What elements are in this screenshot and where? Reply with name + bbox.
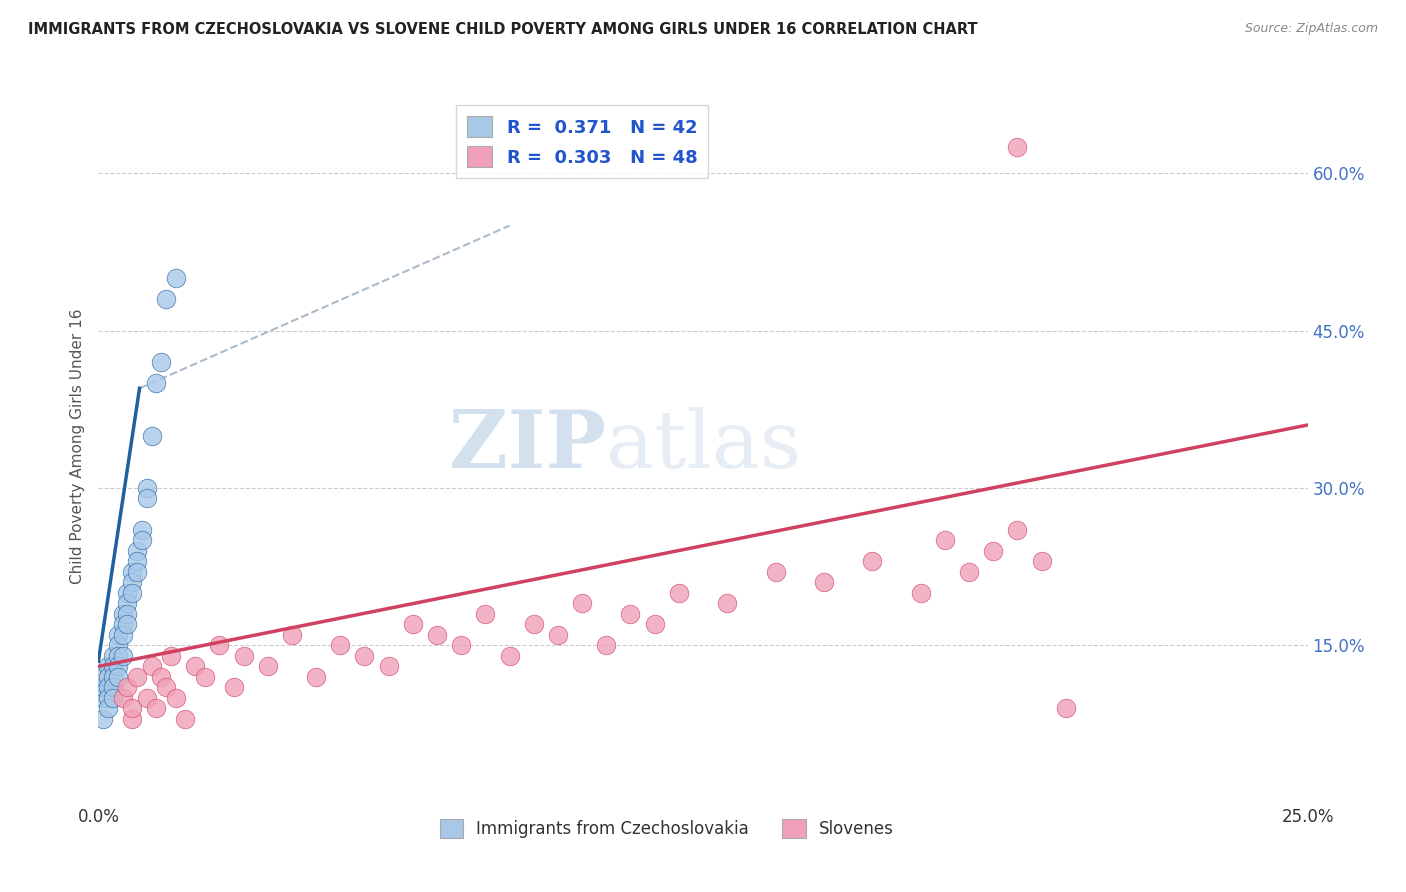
- Point: [101, 670, 124, 684]
- Point: [111, 648, 134, 663]
- Point: [135, 491, 157, 506]
- Point: [101, 659, 124, 673]
- Point: [1031, 554, 1053, 568]
- Point: [402, 617, 425, 632]
- Point: [97, 701, 120, 715]
- Point: [523, 617, 546, 632]
- Point: [127, 554, 149, 568]
- Point: [107, 628, 129, 642]
- Point: [121, 712, 143, 726]
- Point: [145, 701, 167, 715]
- Point: [155, 292, 177, 306]
- Point: [450, 639, 472, 653]
- Text: ZIP: ZIP: [450, 407, 606, 485]
- Point: [111, 617, 134, 632]
- Point: [107, 670, 129, 684]
- Point: [127, 670, 149, 684]
- Point: [121, 701, 143, 715]
- Point: [131, 533, 153, 548]
- Point: [222, 681, 245, 695]
- Point: [97, 670, 120, 684]
- Point: [111, 628, 134, 642]
- Point: [97, 690, 120, 705]
- Point: [121, 565, 143, 579]
- Point: [150, 355, 173, 369]
- Point: [595, 639, 617, 653]
- Point: [305, 670, 328, 684]
- Point: [145, 376, 167, 390]
- Point: [107, 639, 129, 653]
- Point: [165, 690, 187, 705]
- Point: [131, 523, 153, 537]
- Point: [353, 648, 375, 663]
- Point: [474, 607, 496, 621]
- Point: [957, 565, 980, 579]
- Point: [1007, 140, 1029, 154]
- Point: [107, 659, 129, 673]
- Y-axis label: Child Poverty Among Girls Under 16: Child Poverty Among Girls Under 16: [69, 309, 84, 583]
- Point: [668, 586, 690, 600]
- Point: [174, 712, 197, 726]
- Point: [194, 670, 217, 684]
- Point: [208, 639, 231, 653]
- Point: [281, 628, 304, 642]
- Text: IMMIGRANTS FROM CZECHOSLOVAKIA VS SLOVENE CHILD POVERTY AMONG GIRLS UNDER 16 COR: IMMIGRANTS FROM CZECHOSLOVAKIA VS SLOVEN…: [28, 22, 977, 37]
- Point: [111, 690, 134, 705]
- Legend: Immigrants from Czechoslovakia, Slovenes: Immigrants from Czechoslovakia, Slovenes: [433, 812, 900, 845]
- Point: [117, 586, 139, 600]
- Point: [981, 544, 1004, 558]
- Point: [256, 659, 278, 673]
- Point: [141, 428, 163, 442]
- Point: [135, 690, 157, 705]
- Point: [127, 544, 149, 558]
- Point: [91, 681, 114, 695]
- Point: [232, 648, 254, 663]
- Point: [107, 648, 129, 663]
- Point: [117, 681, 139, 695]
- Point: [1054, 701, 1077, 715]
- Point: [97, 681, 120, 695]
- Point: [1007, 523, 1029, 537]
- Point: [127, 565, 149, 579]
- Point: [571, 596, 593, 610]
- Point: [934, 533, 956, 548]
- Point: [117, 607, 139, 621]
- Point: [97, 659, 120, 673]
- Point: [121, 586, 143, 600]
- Point: [101, 648, 124, 663]
- Point: [91, 712, 114, 726]
- Point: [135, 481, 157, 495]
- Point: [91, 670, 114, 684]
- Point: [765, 565, 787, 579]
- Point: [184, 659, 207, 673]
- Text: Source: ZipAtlas.com: Source: ZipAtlas.com: [1244, 22, 1378, 36]
- Point: [860, 554, 883, 568]
- Point: [150, 670, 173, 684]
- Point: [111, 607, 134, 621]
- Point: [117, 617, 139, 632]
- Point: [141, 659, 163, 673]
- Point: [160, 648, 183, 663]
- Point: [117, 596, 139, 610]
- Point: [165, 271, 187, 285]
- Point: [426, 628, 449, 642]
- Point: [813, 575, 835, 590]
- Point: [716, 596, 738, 610]
- Point: [91, 690, 114, 705]
- Point: [547, 628, 569, 642]
- Point: [329, 639, 352, 653]
- Text: atlas: atlas: [606, 407, 801, 485]
- Point: [101, 681, 124, 695]
- Point: [910, 586, 932, 600]
- Point: [644, 617, 666, 632]
- Point: [498, 648, 520, 663]
- Point: [619, 607, 641, 621]
- Point: [101, 690, 124, 705]
- Point: [121, 575, 143, 590]
- Point: [155, 681, 177, 695]
- Point: [377, 659, 399, 673]
